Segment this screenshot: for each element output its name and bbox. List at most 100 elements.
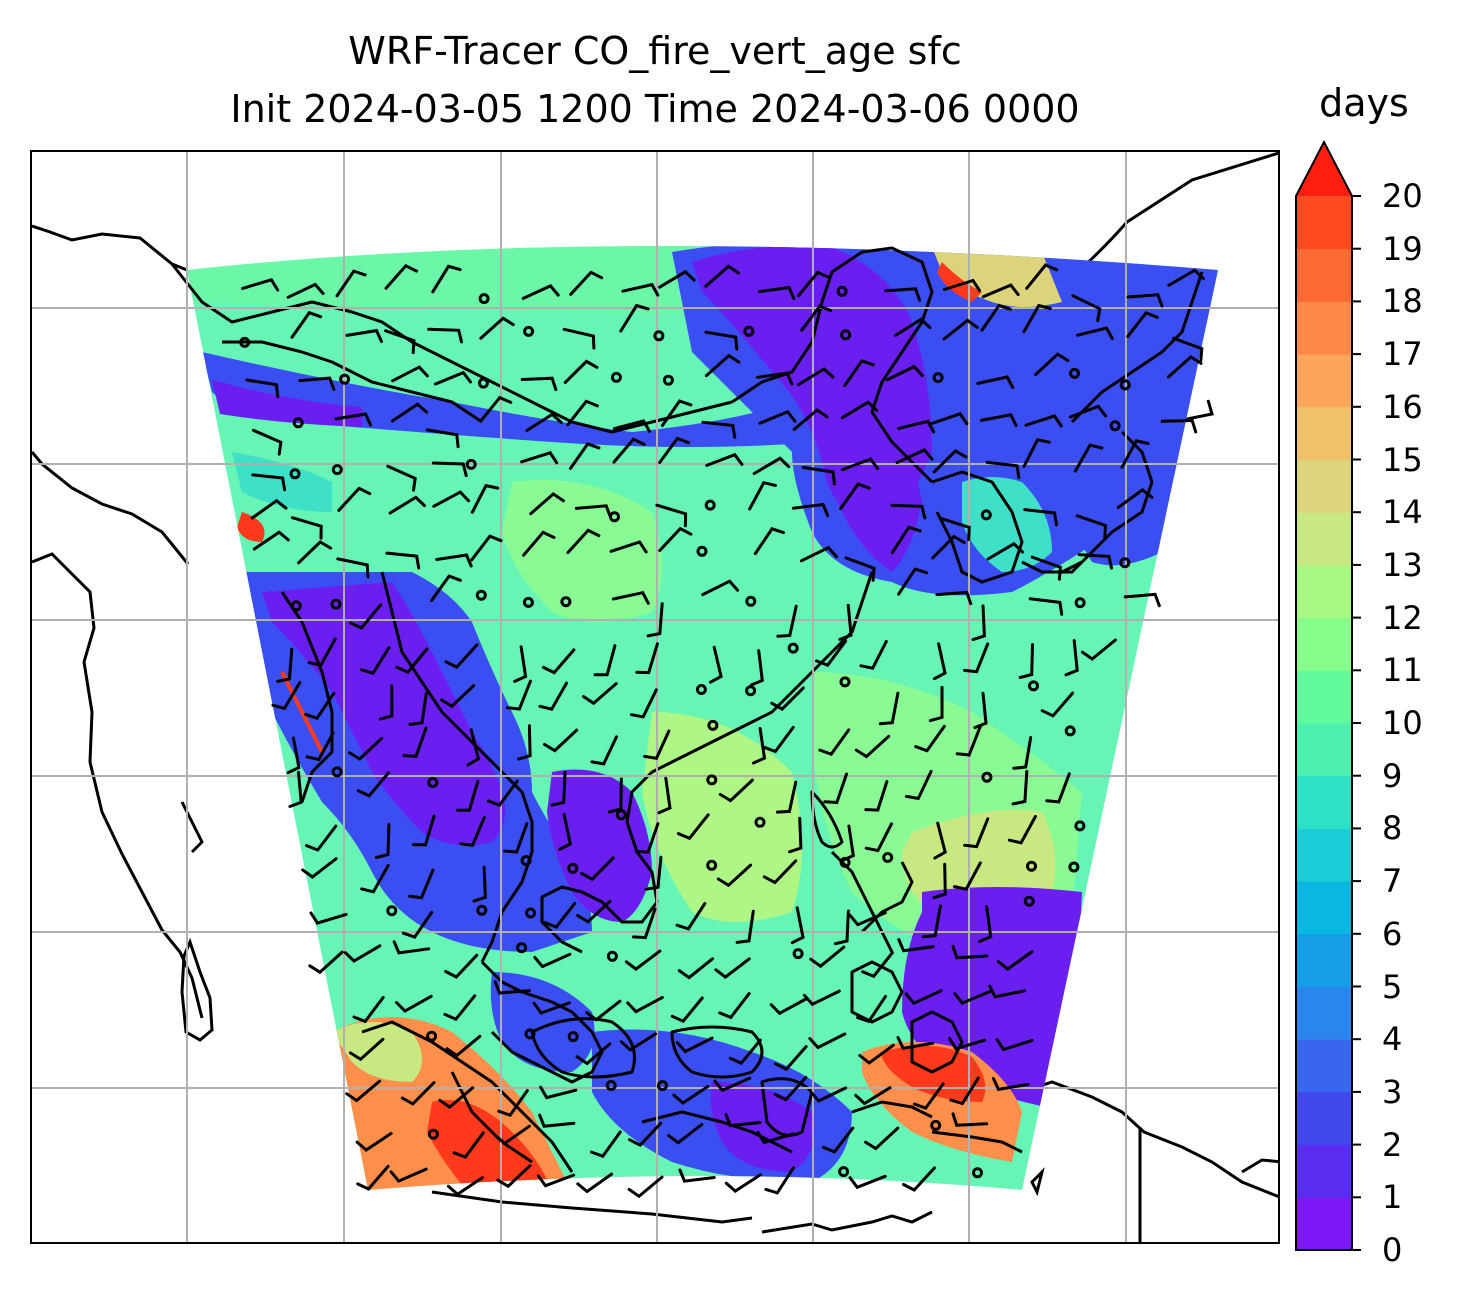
wind-barb [1023, 508, 1058, 527]
wind-barb [658, 526, 693, 552]
wind-barb [948, 1037, 987, 1051]
wind-barb [517, 724, 532, 761]
wind-barb [271, 681, 302, 711]
wind-barb [775, 780, 798, 814]
wind-barb [1028, 597, 1064, 616]
wind-barb [833, 909, 850, 946]
calm-wind-marker [331, 766, 343, 778]
wind-barb [336, 557, 370, 579]
wind-barb [756, 1130, 795, 1145]
wind-barb [890, 503, 927, 520]
wind-barb [309, 911, 348, 925]
wind-barb [634, 822, 660, 854]
wind-barb [884, 287, 922, 302]
wind-barb [576, 1172, 614, 1194]
wind-barb [769, 997, 808, 1016]
wind-barb [904, 769, 933, 801]
wind-barb [550, 770, 567, 807]
wind-barb [838, 603, 853, 641]
wind-barb [337, 486, 372, 512]
wind-barb [963, 817, 990, 849]
wind-barb [1116, 488, 1154, 509]
wind-barb [569, 442, 601, 470]
wind-barb [431, 264, 462, 294]
wind-barb [435, 553, 473, 568]
wind-barb [632, 907, 657, 940]
wind-barb [543, 902, 577, 929]
wind-barb [343, 944, 382, 963]
wind-barb [538, 681, 568, 711]
wind-barb [932, 449, 968, 474]
wind-barb [388, 495, 426, 515]
wind-barb [896, 1036, 935, 1050]
wind-barb [345, 1079, 382, 1103]
wind-barb [305, 824, 338, 852]
wind-barb [538, 1113, 576, 1128]
wind-barb [1160, 418, 1198, 434]
calm-wind-marker [787, 642, 799, 654]
wind-barb [1024, 414, 1063, 428]
wind-barb [841, 457, 880, 472]
wind-barb [563, 359, 599, 384]
wind-barb [334, 412, 373, 427]
wind-barb [986, 541, 1024, 561]
wind-barb [792, 408, 829, 431]
wind-barb [809, 945, 846, 969]
wind-barb [939, 516, 971, 541]
calm-wind-marker [523, 325, 535, 337]
wind-barb [704, 264, 740, 288]
wind-barb [932, 642, 947, 681]
calm-wind-marker [477, 377, 489, 389]
wind-barb [440, 684, 476, 709]
wind-barb [991, 1077, 1030, 1092]
colorbar-band [1296, 670, 1352, 724]
wind-barb [558, 813, 573, 851]
wind-barb [400, 1081, 436, 1106]
wind-barb [757, 285, 796, 301]
colorbar-tick-label: 16 [1382, 387, 1423, 426]
wind-barb [297, 540, 333, 565]
wind-barb [575, 1042, 612, 1066]
wind-barb [392, 940, 431, 955]
wind-barb [349, 603, 383, 630]
wind-barb [574, 504, 612, 519]
wind-barb [755, 371, 794, 386]
map-panel [30, 150, 1280, 1244]
wind-barb [298, 376, 336, 391]
calm-wind-marker [606, 950, 618, 962]
wind-barb [345, 328, 383, 343]
wind-barb [704, 353, 741, 378]
wind-barb [395, 994, 433, 1013]
wind-barb [660, 399, 693, 427]
wind-barb [951, 945, 989, 960]
wind-barb [348, 1037, 385, 1062]
wind-barb [496, 1164, 532, 1189]
wind-barb [776, 604, 798, 638]
wind-barb [823, 772, 848, 805]
calm-wind-marker [524, 1028, 536, 1040]
wind-barb [503, 822, 529, 854]
wind-barb [646, 602, 664, 638]
calm-wind-marker [840, 329, 852, 341]
wind-barbs [239, 263, 1205, 1199]
wind-barb [1075, 326, 1114, 341]
wind-barb [443, 994, 477, 1022]
wind-barb [525, 412, 563, 432]
wind-barb [724, 1173, 762, 1193]
calm-wind-marker [427, 1128, 439, 1140]
wind-barb [854, 734, 891, 759]
wind-barb [539, 1085, 578, 1100]
colorbar-tick-label: 6 [1382, 914, 1403, 953]
wind-barb [412, 814, 436, 847]
wind-barb [643, 729, 671, 760]
calm-wind-marker [653, 330, 665, 342]
wind-barb [611, 590, 650, 605]
gridlines [32, 152, 1278, 1242]
wind-barb [859, 640, 888, 670]
wind-barb [628, 1121, 663, 1148]
wind-barb [1030, 555, 1062, 581]
calm-wind-marker [465, 458, 477, 470]
calm-wind-marker [839, 856, 851, 868]
wind-barb [493, 980, 531, 995]
wind-barb [655, 503, 688, 528]
